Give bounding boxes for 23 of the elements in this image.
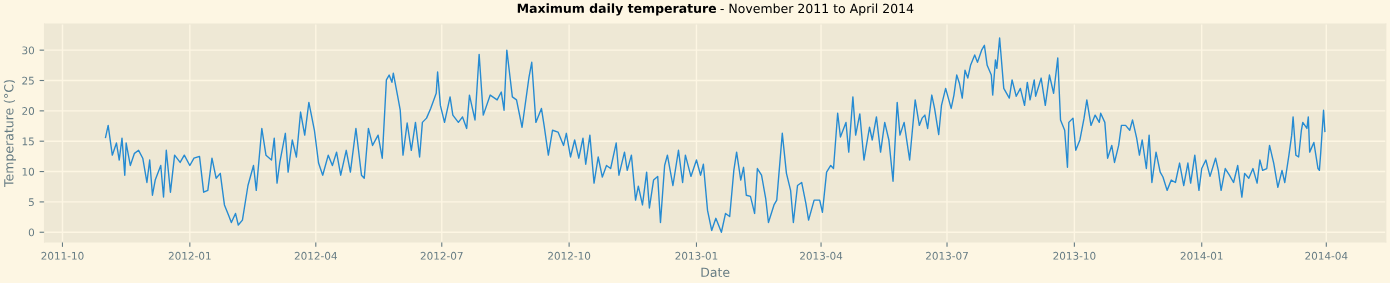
y-axis-title: Temperature (°C) xyxy=(3,80,16,187)
x-tick-label: 2012-01 xyxy=(168,251,211,260)
x-tick-label: 2014-01 xyxy=(1180,251,1223,260)
x-tick-label: 2012-10 xyxy=(548,251,591,260)
x-tick-label: 2012-07 xyxy=(420,251,463,260)
y-tick-label: 30 xyxy=(22,46,35,55)
x-tick-label: 2013-04 xyxy=(800,251,843,260)
x-tick-label: 2012-04 xyxy=(294,251,337,260)
x-tick-label: 2013-01 xyxy=(675,251,718,260)
y-tick-label: 15 xyxy=(22,137,34,146)
x-tick-label: 2011-10 xyxy=(41,251,84,260)
line-series xyxy=(104,37,1326,233)
chart-subtitle: - November 2011 to April 2014 xyxy=(720,3,914,16)
x-axis-title: Date xyxy=(701,267,730,277)
x-tick-label: 2013-07 xyxy=(926,251,968,260)
chart-title: Maximum daily temperature xyxy=(517,3,717,16)
y-tick-label: 20 xyxy=(22,107,35,115)
x-tick-label: 2014-04 xyxy=(1305,251,1348,260)
x-tick-label: 2013-10 xyxy=(1053,251,1096,260)
y-tick-label: 5 xyxy=(28,198,34,207)
y-tick-label: 25 xyxy=(22,76,34,85)
y-tick-label: 10 xyxy=(22,167,35,176)
y-tick-label: 0 xyxy=(28,228,35,237)
